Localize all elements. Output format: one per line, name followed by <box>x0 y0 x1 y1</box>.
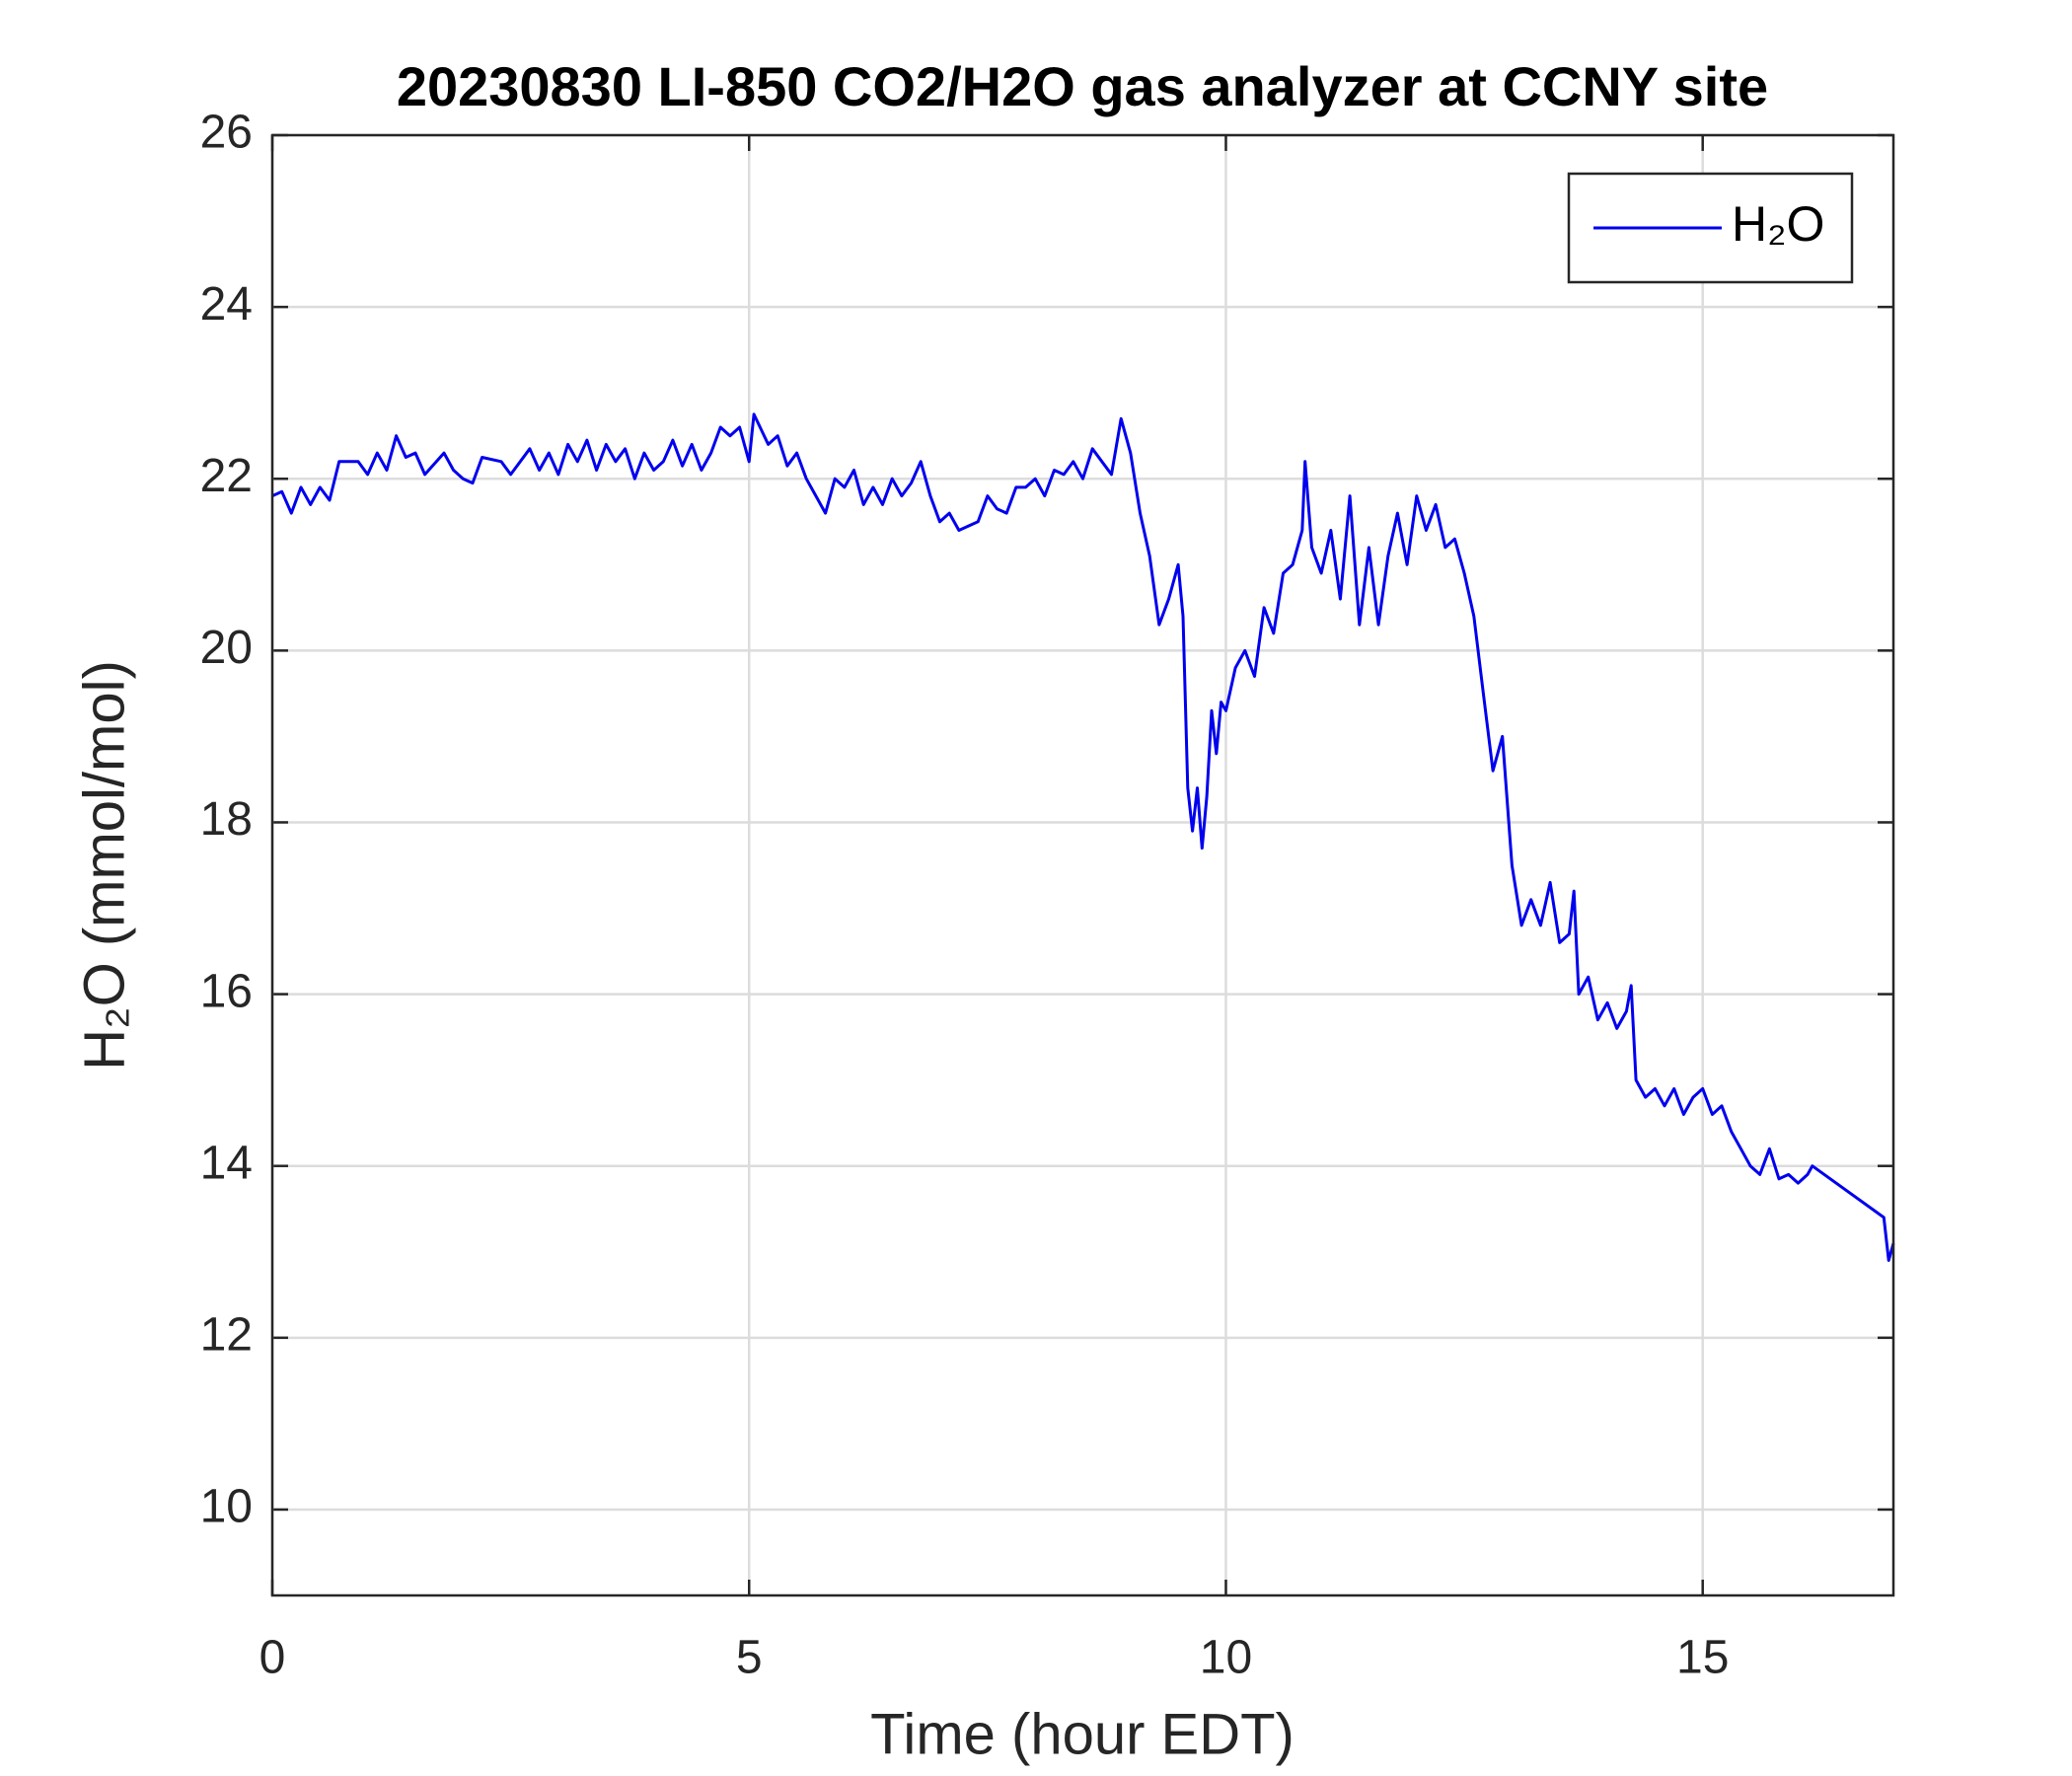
y-tick-label: 14 <box>200 1137 253 1189</box>
y-tick-label: 18 <box>200 793 253 846</box>
x-tick-label: 10 <box>1200 1632 1252 1684</box>
y-tick-label: 20 <box>200 622 253 674</box>
x-tick-label: 0 <box>259 1632 286 1684</box>
x-tick-label: 15 <box>1676 1632 1729 1684</box>
x-tick-label: 5 <box>736 1632 763 1684</box>
y-tick-label: 22 <box>200 450 253 502</box>
data-line <box>271 412 1895 1262</box>
y-axis-label: H₂O (mmol/mol) <box>72 660 136 1071</box>
y-tick-label: 24 <box>200 278 253 331</box>
plot-area <box>272 135 1893 1595</box>
y-tick-label: 16 <box>200 965 253 1017</box>
y-tick-label: 26 <box>200 107 253 159</box>
legend-label: H₂O <box>1732 196 1824 252</box>
x-axis-label: Time (hour EDT) <box>870 1702 1295 1766</box>
y-tick-label: 12 <box>200 1308 253 1361</box>
y-tick-label: 10 <box>200 1481 253 1533</box>
chart-title: 20230830 LI-850 CO2/H2O gas analyzer at … <box>397 55 1768 117</box>
axes-box <box>270 133 1895 1597</box>
